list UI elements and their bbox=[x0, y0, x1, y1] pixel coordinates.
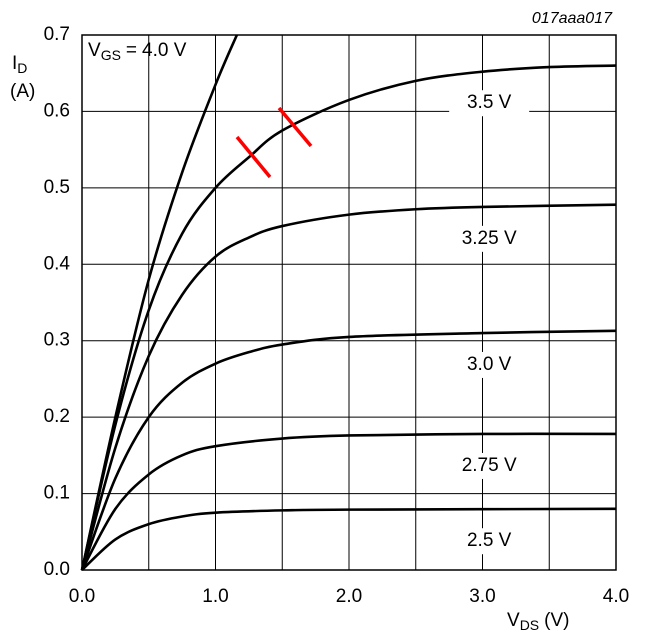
legend-name: 4.0 V bbox=[142, 40, 187, 61]
legend-entry: 3.5 V bbox=[467, 92, 512, 113]
y-axis-symbol: I bbox=[12, 53, 17, 74]
legend-operator: = bbox=[126, 40, 137, 61]
curve bbox=[81, 507, 617, 571]
y-tick-label: 0.4 bbox=[44, 253, 71, 274]
x-tick-label: 2.0 bbox=[336, 586, 362, 607]
x-tick-label: 3.0 bbox=[469, 586, 495, 607]
curve bbox=[80, 432, 617, 571]
x-axis-symbol: V bbox=[507, 610, 520, 631]
curves bbox=[80, 34, 617, 571]
label-background bbox=[449, 351, 530, 378]
legend-entry: 3.25 V bbox=[462, 228, 517, 249]
label-background bbox=[449, 528, 530, 555]
curve bbox=[80, 203, 617, 571]
y-tick-label: 0.2 bbox=[44, 406, 70, 427]
grid bbox=[81, 34, 617, 571]
y-tick-label: 0.5 bbox=[44, 177, 70, 198]
legend-entry: 2.5 V bbox=[467, 530, 512, 551]
x-tick-label: 0.0 bbox=[69, 586, 95, 607]
x-axis-unit: (V) bbox=[544, 610, 569, 631]
legend-entry: VGS = 4.0 V bbox=[88, 40, 187, 63]
y-tick-label: 0.6 bbox=[44, 100, 70, 121]
label-background bbox=[449, 452, 530, 479]
legend-entry: 3.0 V bbox=[467, 354, 512, 375]
legend-entry: 2.75 V bbox=[462, 455, 517, 476]
x-axis-label: VDS (V) bbox=[507, 610, 569, 633]
label-background bbox=[449, 225, 530, 252]
label-background bbox=[449, 90, 530, 117]
y-tick-label: 0.7 bbox=[44, 24, 70, 45]
curve bbox=[80, 329, 617, 571]
curve bbox=[80, 34, 239, 571]
curve bbox=[80, 64, 617, 571]
y-axis-unit: (A) bbox=[10, 81, 35, 102]
y-tick-label: 0.1 bbox=[44, 483, 70, 504]
y-axis-label: ID bbox=[12, 53, 27, 76]
red-marker bbox=[235, 135, 272, 179]
x-tick-label: 1.0 bbox=[202, 586, 228, 607]
legend-symbol: V bbox=[88, 40, 101, 61]
y-tick-label: 0.3 bbox=[44, 330, 70, 351]
y-axis-subscript: D bbox=[17, 60, 27, 76]
legend-subscript: GS bbox=[101, 47, 121, 63]
curve-labels: VGS = 4.0 V 3.5 V 3.25 V 3.0 V 2.75 V 2.5 V bbox=[88, 40, 530, 555]
figure-id: 017aaa017 bbox=[532, 10, 613, 27]
y-tick-label: 0.0 bbox=[44, 559, 70, 580]
x-axis-subscript: DS bbox=[520, 617, 539, 633]
x-tick-label: 4.0 bbox=[603, 586, 629, 607]
red-marker bbox=[277, 106, 313, 148]
plot-frame bbox=[81, 34, 617, 571]
